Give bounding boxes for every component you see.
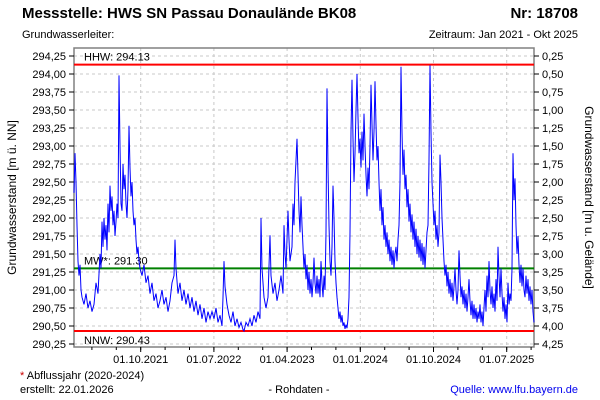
y-right-tick-label: 1,50	[542, 141, 563, 153]
y-left-tick-label: 290,50	[32, 321, 66, 333]
y-left-tick-label: 293,00	[32, 141, 66, 153]
series-line	[73, 65, 535, 333]
x-tick-label: 01.04.2023	[260, 354, 315, 366]
y-left-tick-label: 292,50	[32, 177, 66, 189]
plot-frame	[73, 47, 535, 348]
y-left-tick-label: 292,00	[32, 213, 66, 225]
y-left-tick-label: 294,25	[32, 51, 66, 63]
x-tick-label: 01.10.2021	[113, 354, 168, 366]
y-right-tick-label: 4,00	[542, 321, 563, 333]
footer: - Rohdaten - erstellt: 22.01.2026 Quelle…	[20, 384, 578, 396]
y-left-tick-label: 293,75	[32, 87, 66, 99]
footnote-asterisk: *	[20, 370, 25, 382]
y-right-tick-label: 3,25	[542, 267, 563, 279]
footnote-text: Abflussjahr (2020-2024)	[24, 370, 145, 382]
y-right-tick-label: 0,75	[542, 87, 563, 99]
y-right-tick-label: 3,50	[542, 285, 563, 297]
x-tick-label: 01.07.2025	[479, 354, 534, 366]
y-right-tick-label: 3,75	[542, 303, 563, 315]
y-left-tick-label: 292,25	[32, 195, 66, 207]
created-date: erstellt: 22.01.2026	[20, 384, 114, 396]
reference-label-mw: MW*: 291.30	[84, 255, 148, 267]
source-link[interactable]: Quelle: www.lfu.bayern.de	[450, 384, 578, 396]
header: Messstelle: HWS SN Passau Donaulände BK0…	[22, 5, 578, 22]
subheader: Grundwasserleiter: Zeitraum: Jan 2021 - …	[22, 29, 578, 41]
y-right-tick-label: 0,25	[542, 51, 563, 63]
reference-label-nnw: NNW: 290.43	[84, 335, 150, 347]
y-left-tick-label: 291,75	[32, 231, 66, 243]
y-right-tick-label: 0,50	[542, 69, 563, 81]
reference-label-hhw: HHW: 294.13	[84, 52, 150, 64]
y-right-tick-label: 2,00	[542, 177, 563, 189]
x-tick-label: 01.01.2024	[333, 354, 388, 366]
y-left-tick-label: 293,50	[32, 105, 66, 117]
y-left-tick-label: 291,25	[32, 267, 66, 279]
y-left-tick-label: 293,25	[32, 123, 66, 135]
y-right-tick-label: 1,75	[542, 159, 563, 171]
x-tick-label: 01.07.2022	[186, 354, 241, 366]
aquifer-label: Grundwasserleiter:	[22, 29, 115, 41]
y-left-tick-label: 292,75	[32, 159, 66, 171]
y-right-tick-label: 1,00	[542, 105, 563, 117]
y-right-tick-label: 1,25	[542, 123, 563, 135]
y-left-tick-label: 291,50	[32, 249, 66, 261]
x-tick-label: 01.10.2024	[406, 354, 461, 366]
page-title: Messstelle: HWS SN Passau Donaulände BK0…	[22, 5, 357, 22]
y-left-tick-label: 294,00	[32, 69, 66, 81]
y-right-tick-label: 2,75	[542, 231, 563, 243]
y-left-tick-label: 290,75	[32, 303, 66, 315]
y-right-tick-label: 4,25	[542, 339, 563, 351]
y-right-tick-label: 2,50	[542, 213, 563, 225]
y-left-tick-label: 291,00	[32, 285, 66, 297]
y-right-tick-label: 3,00	[542, 249, 563, 261]
y-left-tick-label: 290,25	[32, 339, 66, 351]
station-number: Nr: 18708	[510, 5, 578, 22]
footnote: * Abflussjahr (2020-2024)	[20, 370, 144, 382]
y-axis-title-right: Grundwasserstand [m u. Gelände]	[582, 106, 596, 289]
data-type-label: - Rohdaten -	[268, 384, 330, 396]
period-label: Zeitraum: Jan 2021 - Okt 2025	[428, 29, 578, 41]
y-axis-title-left: Grundwasserstand [m ü. NN]	[5, 120, 19, 275]
y-right-tick-label: 2,25	[542, 195, 563, 207]
